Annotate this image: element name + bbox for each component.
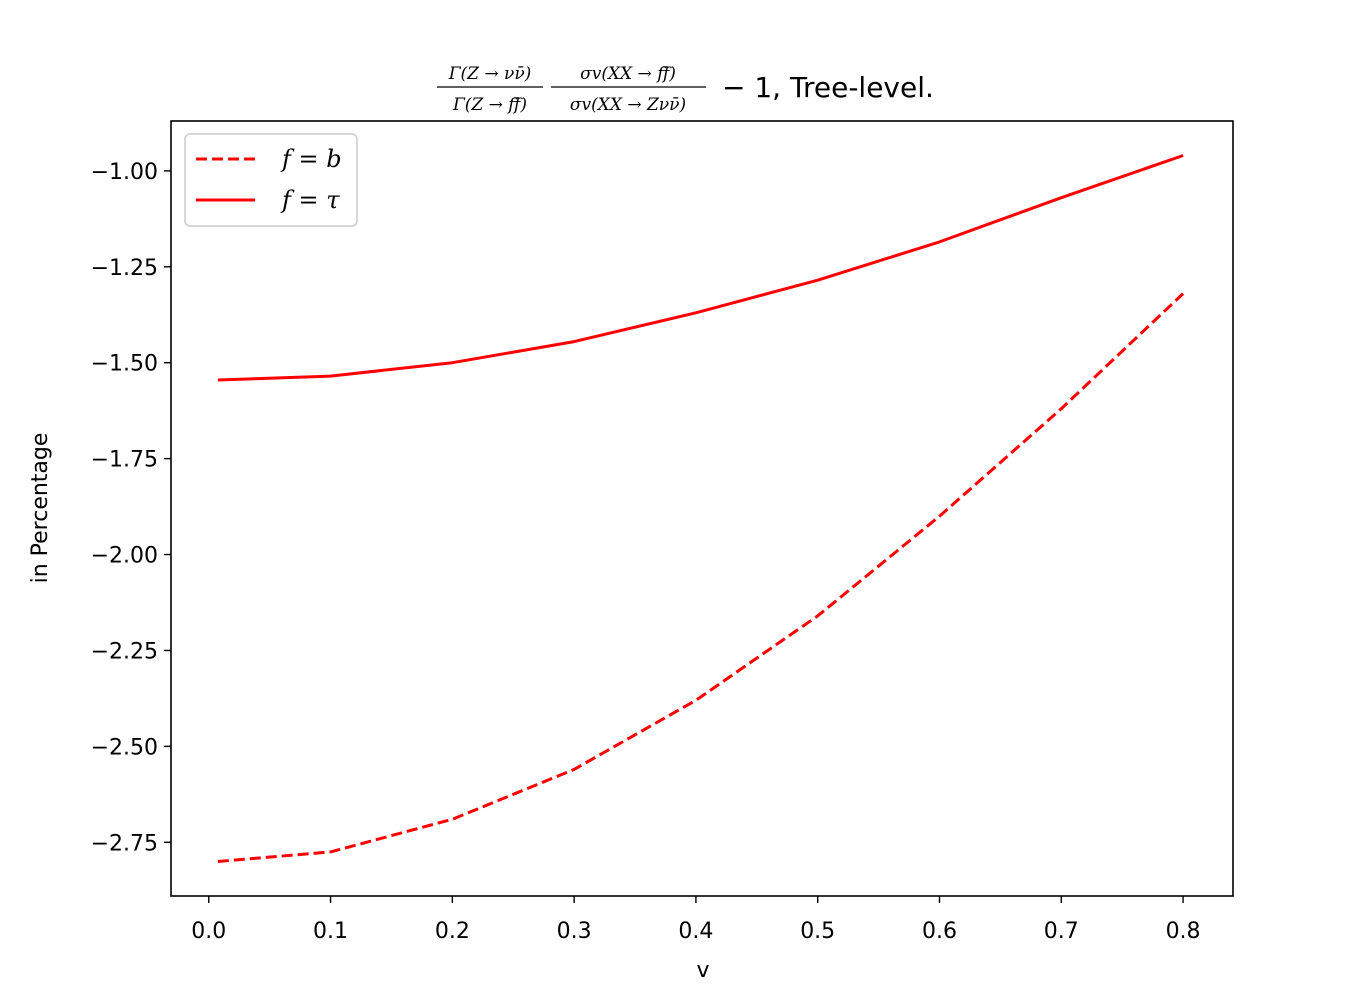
- x-tick-label: 0.3: [557, 919, 592, 944]
- series-layer: [217, 154, 1185, 863]
- x-tick-label: 0.8: [1166, 919, 1201, 944]
- y-tick-label: −2.75: [91, 831, 158, 856]
- y-tick-label: −1.75: [91, 448, 158, 473]
- y-tick-label: −2.00: [91, 544, 158, 569]
- y-tick-label: −2.50: [91, 735, 158, 760]
- title-frac1-denominator: Γ(Z → ff̄): [452, 95, 527, 115]
- x-tick-label: 0.0: [191, 919, 226, 944]
- legend-label-tau: f = τ: [280, 186, 340, 214]
- title-frac2-numerator: σv(XX → ff̄): [580, 64, 676, 84]
- title-frac2-denominator: σv(XX → Zνν̄): [570, 95, 686, 115]
- x-tick-label: 0.7: [1044, 919, 1079, 944]
- y-tick-label: −1.50: [91, 352, 158, 377]
- title-suffix: − 1, Tree-level.: [722, 71, 934, 104]
- x-axis-label: v: [696, 958, 709, 983]
- y-tick-label: −2.25: [91, 639, 158, 664]
- chart-title: Γ(Z → νν̄) Γ(Z → ff̄) σv(XX → ff̄) σv(XX…: [437, 64, 934, 115]
- series-line-f-b: [217, 292, 1185, 863]
- series-line-f-tau: [217, 154, 1184, 382]
- legend-label-b: f = b: [280, 145, 342, 173]
- x-tick-label: 0.4: [678, 919, 713, 944]
- x-tick-label: 0.1: [313, 919, 348, 944]
- legend: f = b f = τ: [184, 133, 358, 227]
- y-tick-label: −1.00: [91, 160, 158, 185]
- x-tick-label: 0.6: [922, 919, 957, 944]
- x-tick-label: 0.5: [800, 919, 835, 944]
- y-tick-label: −1.25: [91, 256, 158, 281]
- plot-area-frame: [170, 120, 1234, 897]
- x-axis-ticks: 0.0 0.1 0.2 0.3 0.4 0.5 0.6 0.7 0.8: [191, 896, 1201, 944]
- x-tick-label: 0.2: [435, 919, 470, 944]
- title-frac1-numerator: Γ(Z → νν̄): [448, 64, 532, 84]
- legend-box: [184, 133, 358, 227]
- y-axis-label: in Percentage: [28, 433, 53, 584]
- y-axis-ticks: −1.00 −1.25 −1.50 −1.75 −2.00 −2.25 −2.50 −2.75: [91, 160, 171, 856]
